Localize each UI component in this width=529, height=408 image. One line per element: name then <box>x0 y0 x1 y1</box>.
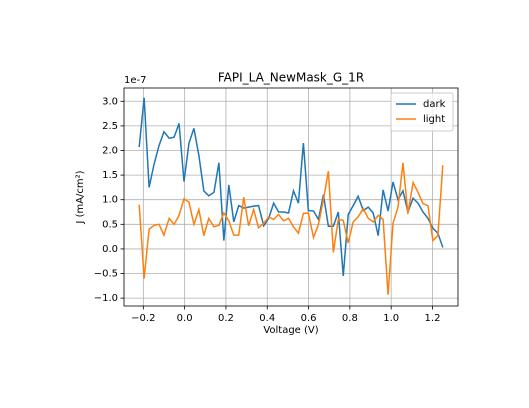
y-tick-label: 1.0 <box>102 195 118 206</box>
x-axis-label: Voltage (V) <box>263 325 318 336</box>
y-offset-label: 1e-7 <box>124 75 147 86</box>
y-tick-label: 2.0 <box>102 145 118 156</box>
x-tick-label: 0.8 <box>342 313 358 324</box>
plot-frame <box>123 87 459 307</box>
chart-title: FAPI_LA_NewMask_G_1R <box>218 71 364 85</box>
y-tick-label: 0.0 <box>102 244 118 255</box>
x-tick-label: 1.0 <box>383 313 399 324</box>
y-tick-label: 2.5 <box>102 121 118 132</box>
x-tick-label: 0.0 <box>177 313 193 324</box>
x-tick-label: 1.2 <box>425 313 441 324</box>
y-tick-label: 3.0 <box>102 96 118 107</box>
y-tick-label: −0.5 <box>94 269 118 280</box>
x-tick-label: 0.6 <box>301 313 317 324</box>
line-series <box>138 162 444 295</box>
x-tick-label: 0.4 <box>259 313 275 324</box>
x-tick-label: −0.2 <box>131 313 155 324</box>
legend-label: light <box>423 114 445 125</box>
y-tick-label: −1.0 <box>94 293 118 304</box>
legend-label: dark <box>423 99 446 110</box>
y-tick-label: 1.5 <box>102 170 118 181</box>
legend-box <box>390 92 454 132</box>
line-series <box>138 97 444 277</box>
y-tick-label: 0.5 <box>102 219 118 230</box>
y-axis-label: J (mA/cm²) <box>75 170 86 224</box>
x-tick-label: 0.2 <box>218 313 234 324</box>
